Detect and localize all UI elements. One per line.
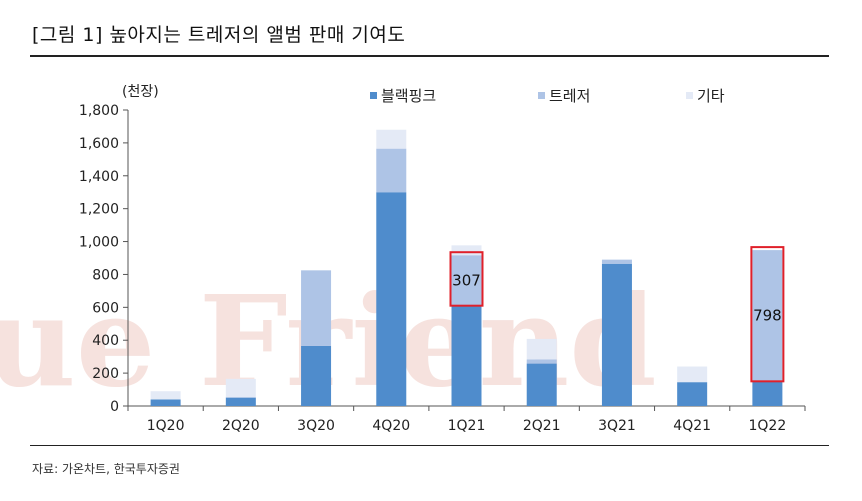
chart-title: [그림 1] 높아지는 트레저의 앨범 판매 기여도	[32, 24, 406, 46]
x-tick-label: 3Q20	[297, 418, 335, 434]
bar-segment-2Q20-2	[225, 378, 256, 397]
y-tick-label: 1,800	[79, 103, 119, 119]
bar-segment-4Q21-2	[677, 366, 708, 383]
bar-segment-4Q21-0	[677, 382, 708, 406]
y-tick-label: 1,600	[79, 136, 119, 152]
x-tick-label: 4Q21	[673, 418, 711, 434]
legend-label: 블랙핑크	[381, 87, 436, 105]
x-tick-label: 2Q20	[222, 418, 260, 434]
bar-segment-3Q21-1	[601, 259, 632, 264]
legend-swatch	[686, 92, 693, 99]
source-rule	[30, 445, 829, 446]
bar-segment-1Q22-1	[752, 250, 783, 382]
bar-segment-2Q21-0	[526, 363, 557, 406]
bar-segment-3Q20-0	[301, 345, 332, 406]
y-tick-label: 800	[92, 267, 119, 283]
bar-segment-2Q21-2	[526, 338, 557, 360]
y-tick-label: 0	[110, 399, 119, 415]
x-tick-label: 1Q20	[147, 418, 185, 434]
bar-segment-1Q21-2	[451, 245, 482, 256]
bar-segment-1Q20-0	[150, 399, 181, 406]
y-tick-label: 1,400	[79, 169, 119, 185]
legend-swatch	[370, 92, 377, 99]
bar-segment-3Q20-1	[301, 270, 332, 346]
legend-label: 트레저	[549, 87, 590, 105]
x-tick-label: 1Q22	[749, 418, 787, 434]
title-rule	[30, 55, 829, 57]
bar-segment-2Q21-1	[526, 359, 557, 364]
annotation-label: 798	[753, 307, 782, 325]
source-note: 자료: 가온차트, 한국투자증권	[32, 462, 180, 476]
highlight-box	[750, 246, 785, 383]
bar-segment-2Q20-1	[225, 396, 256, 398]
annotation-label: 307	[452, 271, 481, 289]
bar-segment-1Q21-1	[451, 255, 482, 306]
bar-segment-4Q20-1	[376, 148, 407, 193]
legend-swatch	[538, 92, 545, 99]
x-tick-label: 3Q21	[598, 418, 636, 434]
bar-segment-1Q20-2	[150, 391, 181, 400]
bar-segment-4Q20-2	[376, 129, 407, 149]
bar-segment-3Q21-0	[601, 263, 632, 406]
y-tick-label: 600	[92, 300, 119, 316]
y-unit-label: (천장)	[122, 84, 159, 100]
bar-segment-2Q20-0	[225, 397, 256, 406]
bar-segment-1Q22-0	[752, 381, 783, 406]
bar-segment-4Q20-0	[376, 192, 407, 406]
x-tick-label: 1Q21	[448, 418, 486, 434]
bar-segment-1Q21-0	[451, 305, 482, 406]
y-tick-label: 200	[92, 366, 119, 382]
highlight-box	[449, 251, 484, 307]
legend-label: 기타	[697, 87, 725, 105]
y-tick-label: 1,000	[79, 235, 119, 251]
x-tick-label: 2Q21	[523, 418, 561, 434]
y-tick-label: 1,200	[79, 202, 119, 218]
x-tick-label: 4Q20	[372, 418, 410, 434]
y-tick-label: 400	[92, 333, 119, 349]
